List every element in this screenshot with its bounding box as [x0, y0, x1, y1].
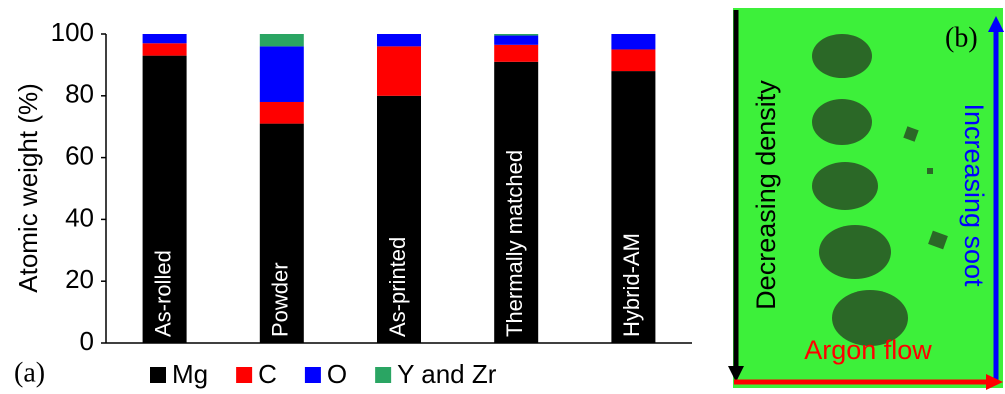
legend-swatch [150, 367, 166, 383]
y-axis-title: Atomic weight (%) [13, 83, 43, 293]
panel-label: (a) [14, 357, 45, 388]
bar-segment [260, 34, 304, 46]
bar-segment [377, 46, 421, 95]
bar-segment [260, 102, 304, 124]
arrow-label: Decreasing density [751, 80, 781, 310]
bar-segment [611, 34, 655, 49]
category-label: Thermally matched [502, 150, 527, 337]
bar-segment [611, 49, 655, 71]
legend-label: C [258, 359, 277, 389]
bar-segment [143, 43, 187, 55]
legend-label: Mg [172, 359, 208, 389]
legend-label: O [327, 359, 347, 389]
bar-segment [494, 34, 538, 36]
arrow-label: Argon flow [804, 335, 932, 365]
y-tick-label: 80 [65, 79, 94, 109]
legend-swatch [375, 367, 391, 383]
category-label: As-rolled [150, 250, 175, 337]
y-tick-label: 20 [65, 264, 94, 294]
y-tick-label: 40 [65, 202, 94, 232]
y-tick-label: 100 [51, 17, 94, 47]
bar-segment [143, 34, 187, 43]
photo-panel: (b) Decreasing density Increasing soot A… [728, 8, 1004, 390]
category-label: Powder [268, 262, 293, 337]
legend-swatch [236, 367, 252, 383]
panel-label: (b) [945, 22, 978, 53]
bar-segment [494, 36, 538, 45]
y-tick-label: 60 [65, 140, 94, 170]
bar-segment [377, 34, 421, 46]
figure: (a) Atomic weight (%) (b) Decreasing den… [0, 0, 1005, 394]
bar-segment [494, 45, 538, 62]
category-label: As-printed [385, 237, 410, 337]
y-tick-label: 0 [80, 326, 94, 356]
category-label: Hybrid-AM [619, 233, 644, 337]
legend-swatch [305, 367, 321, 383]
arrow-label: Increasing soot [959, 103, 989, 287]
legend-label: Y and Zr [397, 359, 497, 389]
bar-segment [260, 46, 304, 102]
